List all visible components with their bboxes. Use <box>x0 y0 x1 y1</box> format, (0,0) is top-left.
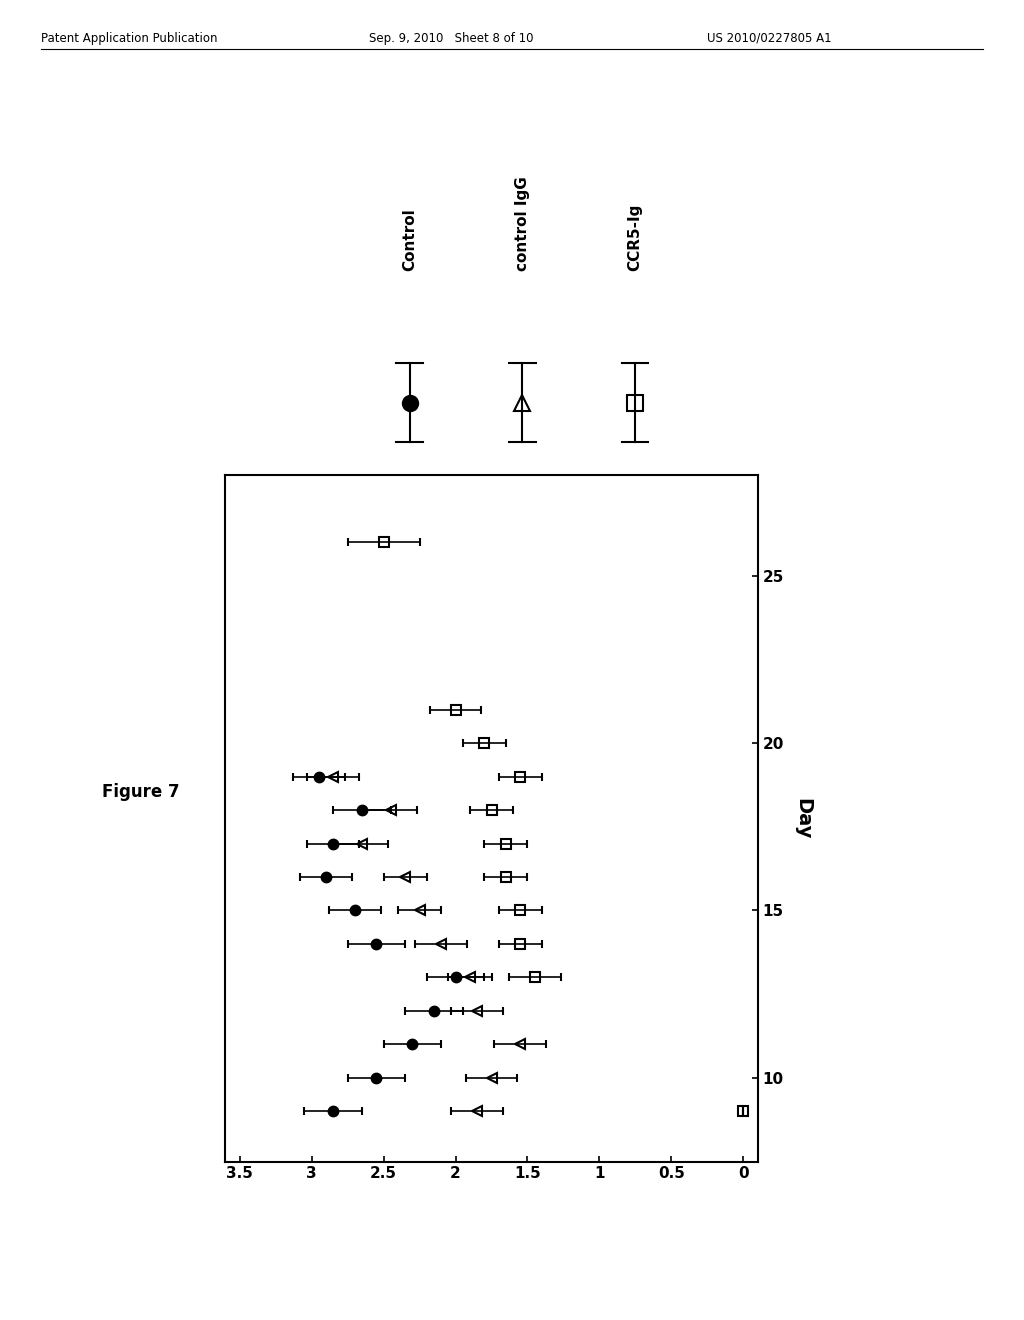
Text: Patent Application Publication: Patent Application Publication <box>41 32 217 45</box>
Text: CCR5-Ig: CCR5-Ig <box>628 203 642 271</box>
Text: Figure 7: Figure 7 <box>102 783 180 801</box>
Text: Control: Control <box>402 207 417 271</box>
Text: Sep. 9, 2010   Sheet 8 of 10: Sep. 9, 2010 Sheet 8 of 10 <box>369 32 534 45</box>
Text: US 2010/0227805 A1: US 2010/0227805 A1 <box>707 32 831 45</box>
Text: control IgG: control IgG <box>515 176 529 271</box>
Y-axis label: Day: Day <box>793 797 812 840</box>
